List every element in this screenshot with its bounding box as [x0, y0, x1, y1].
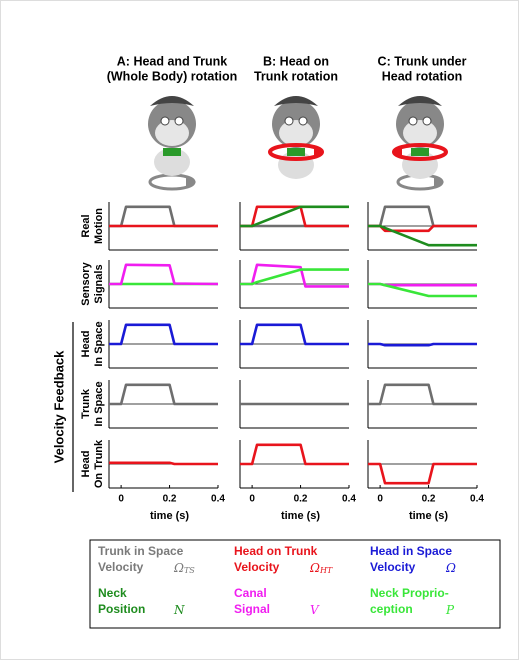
- legend-text: Canal: [234, 586, 267, 600]
- legend-text: Signal: [234, 602, 270, 616]
- row-label: Sensory: [80, 261, 92, 305]
- row-label: On Trunk: [93, 439, 105, 488]
- x-tick-label: 0: [377, 494, 383, 505]
- column-title: (Whole Body) rotation: [107, 69, 238, 83]
- row-label: Motion: [93, 208, 105, 244]
- legend-text: Neck: [98, 586, 127, 600]
- legend-symbol: N: [173, 603, 185, 617]
- legend-symbol-char: N: [173, 603, 185, 617]
- x-tick-label: 0: [118, 494, 124, 505]
- legend-symbol: Ω: [445, 561, 456, 575]
- legend-symbol-char: V: [310, 603, 320, 617]
- x-tick-label: 0.4: [211, 494, 225, 505]
- column-title: Head rotation: [382, 69, 463, 83]
- legend-symbol-sub: TS: [184, 566, 195, 575]
- x-axis-label: time (s): [150, 510, 189, 522]
- legend-symbol-sub: HT: [319, 566, 333, 575]
- legend-symbol: V: [310, 603, 320, 617]
- series-line: [368, 344, 477, 345]
- legend-symbol-char: Ω: [173, 561, 184, 575]
- x-tick-label: 0.4: [342, 494, 356, 505]
- row-label: Real: [80, 214, 92, 237]
- legend-text: Velocity: [98, 560, 144, 574]
- legend-symbol-char: Ω: [309, 561, 320, 575]
- x-tick-label: 0.2: [422, 494, 436, 505]
- legend-symbol: P: [445, 603, 455, 617]
- legend-text: ception: [370, 602, 413, 616]
- series-line: [109, 463, 218, 464]
- column-title: A: Head and Trunk: [117, 54, 227, 68]
- legend-text: Velocity: [370, 560, 416, 574]
- legend-text: Neck Proprio-: [370, 586, 449, 600]
- row-label: Head: [80, 451, 92, 478]
- figure: Velocity Feedback A: Head and Trunk(Whol…: [0, 0, 519, 660]
- x-axis-label: time (s): [281, 510, 320, 522]
- row-label: In Space: [93, 381, 105, 426]
- row-label: In Space: [93, 321, 105, 366]
- legend-text: Position: [98, 602, 145, 616]
- row-label: Signals: [93, 264, 105, 303]
- x-tick-label: 0.2: [294, 494, 308, 505]
- x-tick-label: 0: [249, 494, 255, 505]
- row-label: Trunk: [80, 388, 92, 419]
- column-title: Trunk rotation: [254, 69, 338, 83]
- x-tick-label: 0.4: [470, 494, 484, 505]
- legend-text: Velocity: [234, 560, 280, 574]
- legend-text: Head in Space: [370, 544, 452, 558]
- legend-text: Trunk in Space: [98, 544, 184, 558]
- legend-symbol-char: Ω: [445, 561, 456, 575]
- legend-symbol-char: P: [445, 603, 455, 617]
- column-title: B: Head on: [263, 54, 329, 68]
- x-tick-label: 0.2: [163, 494, 177, 505]
- row-label: Head: [80, 331, 92, 358]
- group-label: Velocity Feedback: [51, 350, 66, 463]
- column-title: C: Trunk under: [378, 54, 467, 68]
- legend-text: Head on Trunk: [234, 544, 318, 558]
- x-axis-label: time (s): [409, 510, 448, 522]
